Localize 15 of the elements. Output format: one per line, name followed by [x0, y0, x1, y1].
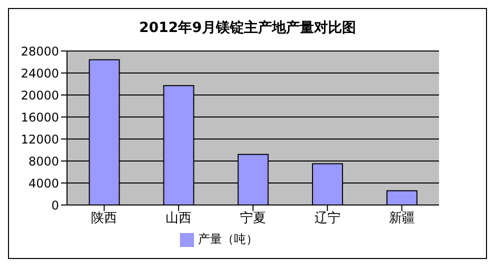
y-tick-label: 20000: [20, 88, 59, 102]
x-tick-label: 新疆: [388, 211, 415, 226]
x-tick-label: 山西: [166, 211, 192, 226]
y-tick-label: 0: [51, 198, 59, 212]
y-tick-label: 12000: [20, 132, 59, 146]
y-tick-label: 24000: [20, 66, 59, 80]
y-tick-label: 28000: [20, 44, 59, 58]
x-tick-label: 辽宁: [314, 210, 340, 226]
y-tick-label: 16000: [20, 110, 59, 124]
y-tick-label: 8000: [28, 154, 59, 168]
chart-title: 2012年9月镁锭主产地产量对比图: [138, 19, 357, 37]
y-tick-label: 4000: [28, 176, 59, 190]
x-tick-label: 宁夏: [240, 210, 266, 226]
legend-label: 产量（吨）: [198, 232, 258, 246]
x-tick-label: 陕西: [91, 211, 118, 226]
